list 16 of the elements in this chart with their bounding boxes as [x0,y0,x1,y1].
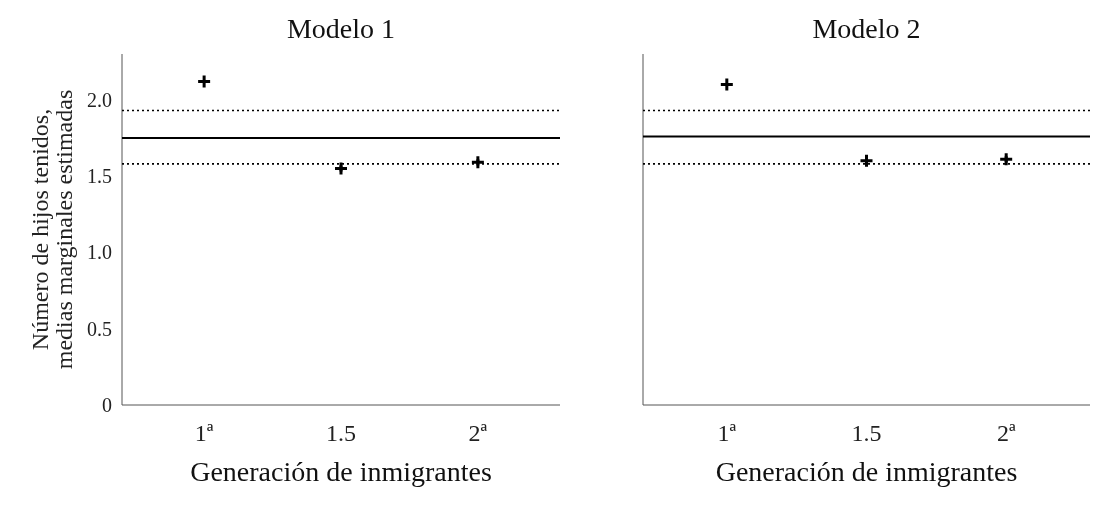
x-axis-title: Generación de inmigrantes [715,456,1018,487]
chart-title: Modelo 1 [286,13,396,44]
y-tick-label: 0.5 [87,317,112,340]
x-tick-label: 2ª [468,420,488,446]
y-tick-label: 1.0 [87,241,112,264]
y-axis-title: Número de hijos tenidos, medias marginales estimadas [27,89,77,370]
x-tick-label: 1ª [717,420,737,446]
y-tick-label: 1.5 [87,165,112,188]
x-axis-title: Generación de inmigrantes [190,456,492,487]
y-tick-label: 2.0 [87,88,112,111]
x-tick-label: 2ª [996,420,1016,446]
y-tick-label: 0 [102,394,112,416]
x-tick-label: 1.5 [326,420,356,446]
x-tick-label: 1ª [194,420,214,446]
chart-title: Modelo 2 [812,13,921,44]
x-tick-label: 1.5 [851,420,882,446]
